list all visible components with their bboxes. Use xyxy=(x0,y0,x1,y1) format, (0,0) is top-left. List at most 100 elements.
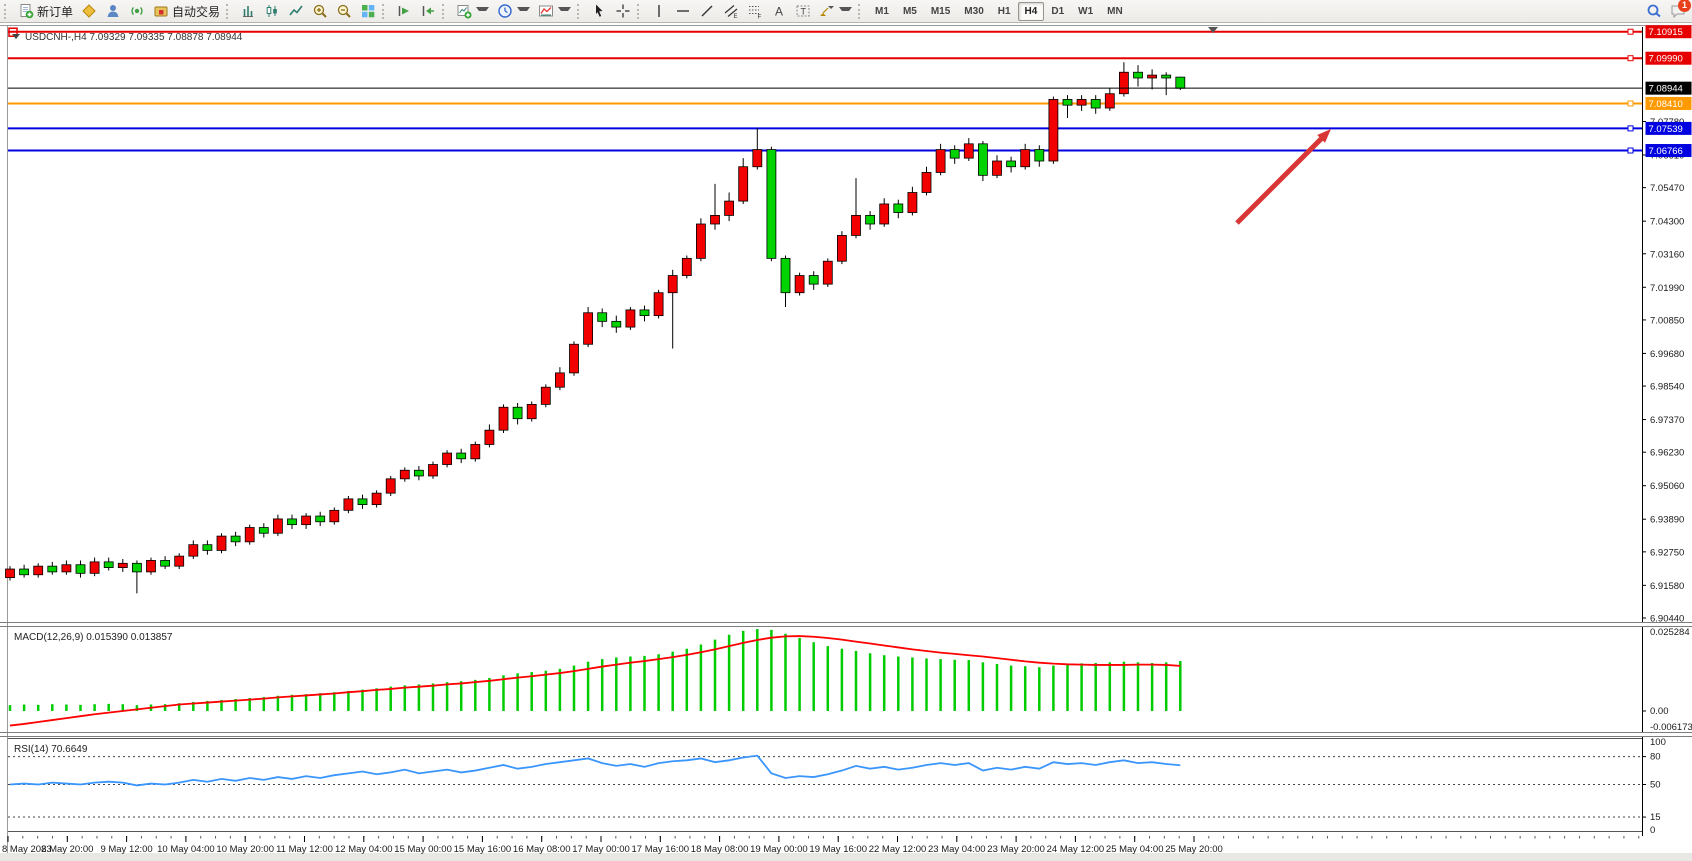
zoom-out-button[interactable] xyxy=(332,0,356,22)
notification-badge: 1 xyxy=(1678,0,1691,12)
toolbar-grip[interactable] xyxy=(577,3,584,19)
svg-text:11 May 12:00: 11 May 12:00 xyxy=(276,844,333,855)
svg-text:24 May 12:00: 24 May 12:00 xyxy=(1047,844,1105,855)
notifications-button[interactable]: 1 xyxy=(1670,0,1691,19)
equidistant-channel-tool-button[interactable]: E xyxy=(719,0,743,22)
svg-text:E: E xyxy=(734,14,738,19)
timeframe-M30[interactable]: M30 xyxy=(964,5,984,17)
rsi-label: RSI(14) 70.6649 xyxy=(14,744,88,755)
toolbar-grip[interactable] xyxy=(226,3,233,19)
timeframe-M5[interactable]: M5 xyxy=(902,5,917,17)
tile-windows-button[interactable] xyxy=(356,0,380,22)
zoom-out-icon xyxy=(337,4,351,18)
mql-market-button[interactable] xyxy=(77,0,101,22)
arrows-tool-button[interactable] xyxy=(815,0,856,22)
chart-window: 7.077807.066107.054707.043007.031607.019… xyxy=(0,23,1692,861)
arrows-icon xyxy=(820,6,835,16)
svg-text:A: A xyxy=(775,5,783,19)
svg-text:8 May 2023: 8 May 2023 xyxy=(2,844,52,855)
bar-chart-button[interactable] xyxy=(236,0,260,22)
cursor-icon xyxy=(596,4,603,17)
templates-button[interactable] xyxy=(534,0,575,22)
svg-text:F: F xyxy=(758,15,762,20)
dropdown-arrow-icon xyxy=(476,6,490,16)
timeframe-M15[interactable]: M15 xyxy=(930,5,951,17)
text-label-icon: T xyxy=(796,5,810,17)
timeframe-H4[interactable]: H4 xyxy=(1017,1,1045,21)
svg-text:0.025284: 0.025284 xyxy=(1650,627,1690,638)
horizontal-lines[interactable] xyxy=(8,27,1642,154)
mql-market-icon xyxy=(82,4,96,18)
signals-icon xyxy=(131,7,143,15)
community-button[interactable] xyxy=(101,0,125,22)
svg-text:6.99680: 6.99680 xyxy=(1650,349,1684,360)
svg-text:10 May 04:00: 10 May 04:00 xyxy=(157,844,215,855)
zoom-in-button[interactable] xyxy=(308,0,332,22)
candlestick-chart-icon xyxy=(266,5,277,17)
chart-shift-icon xyxy=(422,6,435,16)
text-label-tool-button[interactable]: T xyxy=(791,0,815,22)
dropdown-arrow-icon xyxy=(517,6,531,16)
svg-text:6.93890: 6.93890 xyxy=(1650,515,1684,526)
svg-text:7.00850: 7.00850 xyxy=(1650,315,1684,326)
toolbar-grip[interactable] xyxy=(442,3,449,19)
channel-icon: E xyxy=(724,5,738,19)
line-chart-button[interactable] xyxy=(284,0,308,22)
svg-text:8 May 20:00: 8 May 20:00 xyxy=(41,844,93,855)
timeframe-D1[interactable]: D1 xyxy=(1051,5,1065,17)
timeframe-MN[interactable]: MN xyxy=(1107,5,1123,17)
auto-trading-button[interactable]: 自动交易 xyxy=(149,0,224,22)
fibonacci-tool-button[interactable]: F xyxy=(743,0,767,22)
svg-text:17 May 00:00: 17 May 00:00 xyxy=(572,844,630,855)
chart-shift-marker-icon[interactable] xyxy=(1208,27,1218,33)
svg-text:T: T xyxy=(801,7,807,17)
chart-shift-button[interactable] xyxy=(416,0,440,22)
crosshair-tool-button[interactable] xyxy=(611,0,635,22)
timeframe-H1[interactable]: H1 xyxy=(997,5,1011,17)
vertical-line-icon xyxy=(658,5,660,17)
cursor-tool-button[interactable] xyxy=(587,0,611,22)
rsi-panel[interactable]: 100 80 50 15 0 xyxy=(8,737,1666,836)
timeframe-M1[interactable]: M1 xyxy=(875,5,889,17)
new-chart-icon xyxy=(457,5,472,19)
svg-text:6.91580: 6.91580 xyxy=(1650,581,1684,592)
svg-text:7.05470: 7.05470 xyxy=(1650,183,1684,194)
text-tool-button[interactable]: A xyxy=(767,0,791,22)
svg-text:16 May 08:00: 16 May 08:00 xyxy=(513,844,571,855)
svg-text:7.09990: 7.09990 xyxy=(1649,54,1683,65)
community-icon xyxy=(107,5,119,17)
symbol-dropdown-icon[interactable] xyxy=(12,34,20,39)
horizontal-line-tool-button[interactable] xyxy=(671,0,695,22)
svg-text:6.98540: 6.98540 xyxy=(1650,382,1684,393)
svg-text:22 May 12:00: 22 May 12:00 xyxy=(869,844,927,855)
chart-canvas[interactable]: 7.077807.066107.054707.043007.031607.019… xyxy=(0,23,1692,861)
new-chart-button[interactable] xyxy=(452,0,493,22)
candles xyxy=(5,62,1186,594)
crosshair-icon xyxy=(616,4,630,18)
macd-panel[interactable]: 0.025284 0.00 -0.006173 xyxy=(8,627,1692,733)
toolbar-grip[interactable] xyxy=(382,3,389,19)
vertical-line-tool-button[interactable] xyxy=(647,0,671,22)
horizontal-line-icon xyxy=(677,10,690,12)
trendline-tool-button[interactable] xyxy=(695,0,719,22)
trendline-icon xyxy=(701,5,713,17)
periods-button[interactable] xyxy=(493,0,534,22)
candlestick-chart-button[interactable] xyxy=(260,0,284,22)
new-order-button[interactable]: 新订单 xyxy=(14,0,77,22)
timeframe-W1[interactable]: W1 xyxy=(1078,5,1094,17)
toolbar: 新订单 自动交易 xyxy=(0,0,1692,23)
templates-icon xyxy=(539,5,554,17)
bar-chart-icon xyxy=(243,6,254,17)
svg-text:100: 100 xyxy=(1650,737,1666,748)
toolbar-grip[interactable] xyxy=(4,3,11,19)
signals-button[interactable] xyxy=(125,0,149,22)
clock-icon xyxy=(498,4,512,18)
line-chart-icon xyxy=(289,5,303,16)
toolbar-grip[interactable] xyxy=(858,3,865,19)
auto-scroll-button[interactable] xyxy=(392,0,416,22)
annotation-arrow[interactable] xyxy=(1235,129,1331,225)
toolbar-grip[interactable] xyxy=(637,3,644,19)
search-icon[interactable] xyxy=(1646,3,1662,19)
svg-text:15 May 00:00: 15 May 00:00 xyxy=(394,844,452,855)
